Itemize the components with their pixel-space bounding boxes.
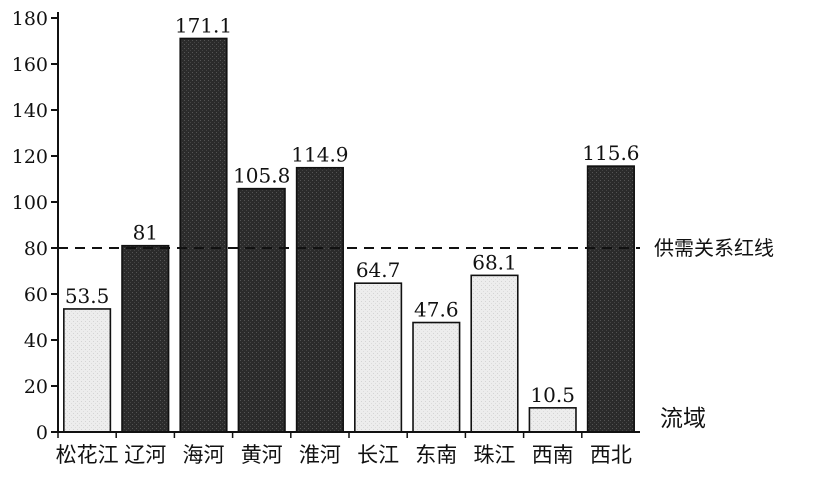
y-tick-label: 80 — [24, 238, 48, 260]
bar-5 — [354, 282, 403, 433]
value-label: 10.5 — [530, 383, 575, 407]
value-label: 53.5 — [65, 284, 110, 308]
x-category-label: 海河 — [183, 443, 225, 467]
reference-line-group: 供需关系红线 — [58, 236, 774, 260]
y-tick-label: 100 — [12, 192, 48, 214]
x-category-label: 珠江 — [474, 443, 516, 467]
bar-7 — [470, 274, 519, 433]
y-axis: 0 20 40 60 80 100 120 140 160 180 — [12, 8, 59, 444]
value-label: 81 — [133, 221, 158, 245]
y-tick-label: 120 — [12, 146, 48, 168]
bar-9 — [586, 165, 635, 433]
value-label: 171.1 — [175, 13, 232, 37]
bar-1 — [121, 244, 170, 433]
x-category-label: 长江 — [357, 443, 399, 467]
x-category-label: 西南 — [532, 443, 574, 467]
y-tick-label: 60 — [24, 284, 48, 306]
value-label: 115.6 — [582, 141, 639, 165]
y-tick-label: 180 — [12, 8, 48, 30]
bar-3 — [237, 187, 286, 433]
value-label: 105.8 — [233, 164, 290, 188]
x-category-label: 西北 — [590, 443, 632, 467]
bar-0 — [63, 308, 112, 433]
value-label: 47.6 — [414, 298, 459, 322]
x-category-label: 松花江 — [56, 443, 119, 467]
bar-8 — [528, 407, 577, 433]
value-label: 64.7 — [356, 258, 401, 282]
x-category-label: 东南 — [415, 443, 457, 467]
y-tick-label: 40 — [24, 330, 48, 352]
y-tick-label: 160 — [12, 54, 48, 76]
y-tick-label: 0 — [36, 422, 48, 444]
x-category-label: 淮河 — [299, 443, 341, 467]
bar-2 — [179, 37, 228, 433]
x-axis: 流域 松花江 辽河 海河 黄河 淮河 长江 东南 珠江 西南 西北 — [56, 406, 706, 467]
x-category-label: 辽河 — [124, 443, 166, 467]
y-tick-label: 20 — [24, 376, 48, 398]
bar-4 — [295, 166, 344, 433]
x-category-label: 黄河 — [241, 443, 283, 467]
value-label: 68.1 — [472, 250, 517, 274]
y-tick-label: 140 — [12, 100, 48, 122]
bar-6 — [412, 321, 461, 433]
reference-line-label: 供需关系红线 — [654, 236, 774, 260]
x-axis-title: 流域 — [660, 406, 706, 432]
value-label: 114.9 — [291, 143, 348, 167]
